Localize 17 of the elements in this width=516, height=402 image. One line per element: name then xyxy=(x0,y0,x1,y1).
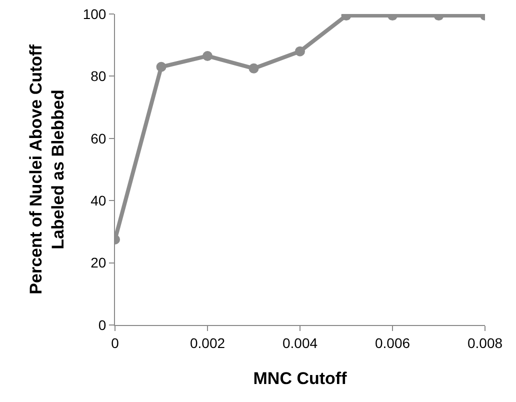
y-axis-title: Percent of Nuclei Above Cutoff Labeled as Blebbed xyxy=(26,44,68,294)
y-tick-label: 100 xyxy=(82,6,106,22)
point xyxy=(295,46,305,56)
y-tick-label: 80 xyxy=(90,68,106,84)
x-axis-title: MNC Cutoff xyxy=(253,369,348,388)
x-tick-label: 0.008 xyxy=(467,334,503,351)
point xyxy=(156,62,166,72)
x-tick-label: 0.002 xyxy=(190,334,226,351)
y-tick-label: 0 xyxy=(98,316,106,333)
point xyxy=(202,50,212,61)
x-tick-label: 0 xyxy=(111,334,120,351)
point xyxy=(248,63,259,74)
x-tick-label: 0.004 xyxy=(282,334,318,351)
y-tick-label: 40 xyxy=(90,192,106,208)
x-tick-label: 0.006 xyxy=(374,334,410,351)
y-tick-label: 60 xyxy=(90,130,106,146)
y-tick-label: 20 xyxy=(90,254,106,271)
